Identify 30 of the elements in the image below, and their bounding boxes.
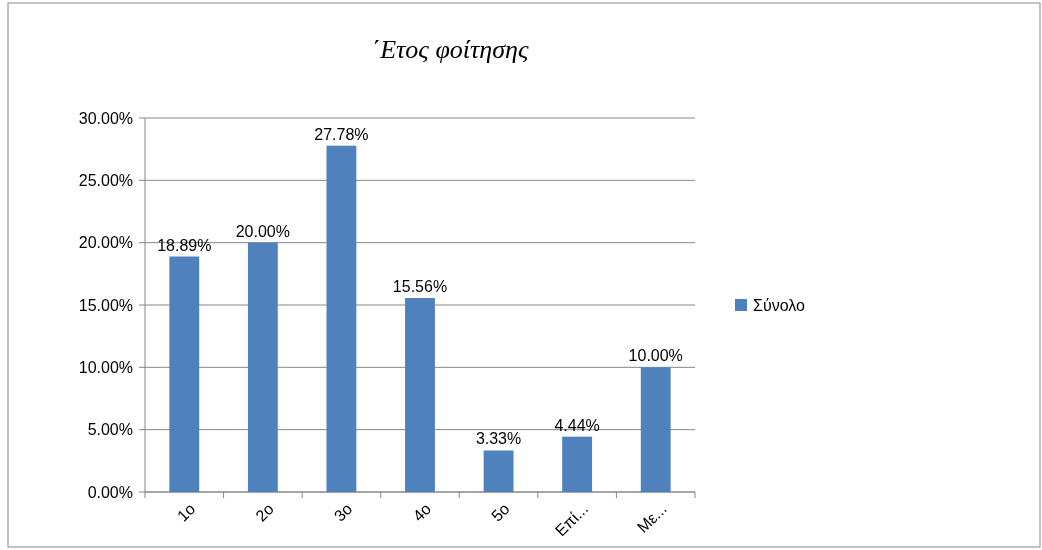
bar — [169, 256, 200, 492]
bar — [562, 436, 593, 492]
data-label: 3.33% — [475, 430, 522, 448]
x-tick-label: Με... — [633, 500, 670, 536]
chart-title: ΄Ετος φοίτησης — [371, 35, 529, 64]
data-label: 4.44% — [554, 416, 600, 434]
y-tick-label: 30.00% — [78, 109, 133, 127]
x-tick-label: 3ο — [330, 499, 356, 525]
data-label: 27.78% — [314, 125, 369, 143]
y-tick-label: 5.00% — [87, 421, 133, 439]
data-label: 15.56% — [392, 278, 448, 296]
x-tick-label: 4ο — [409, 499, 435, 525]
legend-label: Σύνολο — [753, 296, 805, 314]
x-tick-label: 5ο — [488, 499, 513, 525]
bar — [247, 242, 278, 492]
data-label: 10.00% — [628, 347, 683, 365]
x-tick-label: Επί... — [551, 500, 592, 540]
data-label: 20.00% — [235, 222, 290, 240]
bar — [326, 145, 357, 492]
y-tick-label: 25.00% — [78, 171, 133, 189]
bar — [483, 450, 514, 492]
bar — [405, 298, 435, 492]
x-tick-label: 1ο — [173, 499, 199, 525]
y-tick-label: 15.00% — [78, 296, 133, 314]
x-tick-label: 2ο — [252, 499, 278, 525]
y-tick-label: 20.00% — [78, 234, 133, 252]
y-tick-label: 10.00% — [78, 358, 133, 376]
bar — [640, 367, 671, 492]
y-tick-label: 0.00% — [87, 483, 133, 501]
data-label: 18.89% — [157, 236, 212, 254]
